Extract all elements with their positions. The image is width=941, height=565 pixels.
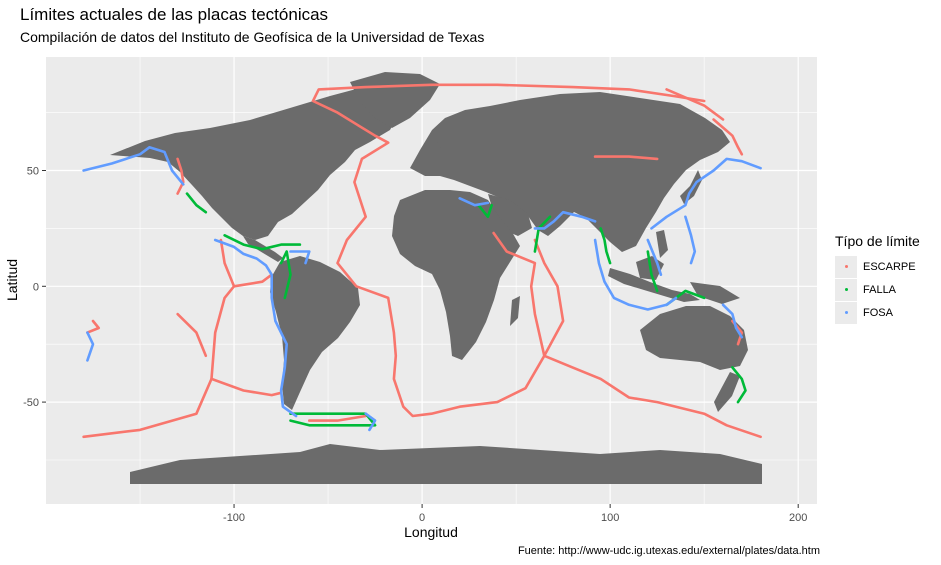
boundary-trace [712,118,744,156]
boundary-trace [593,238,678,311]
legend-items: ESCARPE FALLA FOSA [835,255,920,324]
boundary-trace [721,303,744,339]
land-arabia [488,194,532,236]
land-britain [428,140,442,162]
land-north-america [110,88,400,240]
x-axis-label: Longitud [404,524,458,540]
boundary-trace [279,250,292,300]
land-new-guinea [690,282,740,304]
boundary-trace [213,238,298,418]
land-philippines [656,230,668,258]
boundary-trace [533,238,565,358]
boundary-trace [289,412,377,427]
boundary-trace [185,192,208,214]
land-australia [640,306,748,370]
plate-boundaries [82,83,762,439]
legend-dot [844,288,848,291]
legend-label: FOSA [863,306,893,319]
boundary-trace [650,157,762,230]
boundary-trace [684,215,697,265]
boundary-trace [223,234,302,251]
boundary-trace [176,157,185,195]
boundary-trace [364,412,377,432]
land-antarctica [130,444,762,484]
land-africa [392,190,520,360]
x-tick-label: 100 [601,512,619,524]
legend-dot [844,265,848,268]
y-axis-label: Latitud [4,259,20,301]
chart-subtitle: Compilación de datos del Instituto de Ge… [20,29,485,45]
legend-key [835,255,857,278]
boundary-trace [210,377,283,397]
legend-dot [844,311,848,314]
boundary-trace [308,414,367,422]
land-japan [680,170,702,204]
boundary-trace [646,250,659,293]
boundary-trace [458,197,490,207]
y-tick-label: 0 [33,281,39,293]
boundary-trace [86,319,100,334]
series-falla [185,192,747,427]
boundary-trace [665,88,725,121]
x-tick-label: 200 [789,512,807,524]
boundary-trace [176,312,208,358]
x-tick-label: -100 [223,512,245,524]
legend-item-falla: FALLA [835,278,920,301]
x-axis: -100 0 100 200 [223,504,807,524]
source-caption: Fuente: http://www-udc.ig.utexas.edu/ext… [517,545,820,557]
boundary-trace [543,354,762,439]
chart-title: Límites actuales de las placas tectónica… [20,5,329,24]
boundary-trace [86,331,95,362]
legend-key [835,278,857,301]
boundary-trace [599,227,612,265]
series-escarpe [82,83,762,439]
boundary-trace [646,238,663,276]
boundary-trace [82,146,185,186]
boundary-trace [593,155,659,161]
boundary-trace [430,83,706,103]
world-land-map [110,72,762,484]
boundary-trace [232,273,273,288]
boundary-trace [311,83,546,418]
boundary-trace [289,250,311,265]
boundary-trace [731,366,747,404]
land-south-america [270,256,360,410]
boundary-trace [533,210,597,230]
legend-title: Típo de límite [835,233,920,249]
land-eurasia [410,92,730,252]
y-tick-label: -50 [23,397,39,409]
y-tick-label: 50 [27,165,39,177]
legend-item-escarpe: ESCARPE [835,255,920,278]
boundary-trace [477,203,493,219]
land-madagascar [510,296,520,326]
y-axis: -50 0 50 [23,165,46,409]
legend-label: FALLA [863,283,897,296]
land-new-zealand [714,372,740,412]
legend-item-fosa: FOSA [835,301,920,324]
x-tick-label: 0 [419,512,425,524]
legend-key [835,301,857,324]
legend-label: ESCARPE [863,260,916,273]
legend: Típo de límite ESCARPE FALLA FOSA [835,233,920,324]
boundary-trace [82,238,236,439]
series-fosa [82,146,762,432]
